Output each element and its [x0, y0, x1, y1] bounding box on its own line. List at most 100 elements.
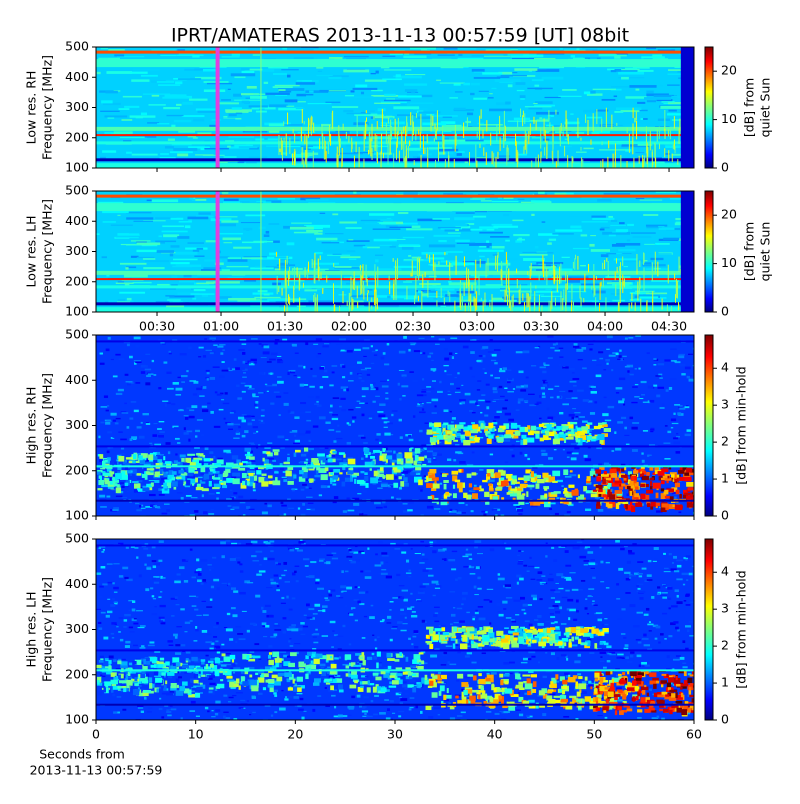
texture: [258, 290, 268, 292]
texture: [148, 645, 155, 646]
burst: [506, 274, 507, 296]
burst: [512, 479, 517, 484]
texture: [414, 350, 420, 352]
texture: [537, 615, 541, 618]
texture: [289, 638, 291, 639]
burst: [497, 152, 498, 159]
texture: [105, 391, 108, 393]
texture: [126, 212, 152, 213]
texture: [404, 83, 427, 85]
burst: [602, 474, 609, 477]
texture: [177, 236, 189, 239]
burst: [273, 480, 281, 485]
texture: [686, 579, 688, 580]
texture: [527, 88, 552, 89]
texture: [384, 433, 390, 436]
burst: [677, 159, 678, 165]
burst: [469, 152, 470, 166]
texture: [516, 386, 521, 389]
texture: [242, 257, 262, 259]
texture: [653, 385, 657, 387]
burst: [655, 252, 656, 274]
burst: [581, 147, 582, 151]
texture: [421, 514, 424, 515]
burst: [488, 423, 493, 429]
burst: [395, 119, 396, 138]
texture: [217, 458, 222, 459]
texture: [281, 69, 298, 70]
texture: [199, 395, 204, 397]
burst: [510, 301, 511, 311]
texture: [387, 422, 393, 424]
texture: [219, 344, 225, 345]
burst: [507, 260, 508, 268]
texture: [606, 289, 621, 291]
texture: [203, 69, 216, 72]
burst: [657, 262, 658, 277]
texture: [393, 106, 419, 109]
texture: [496, 603, 500, 606]
texture: [448, 391, 451, 392]
texture: [379, 403, 385, 406]
burst: [314, 268, 315, 284]
texture: [402, 475, 405, 477]
texture: [679, 407, 685, 409]
texture: [347, 422, 350, 424]
burst: [524, 475, 530, 481]
texture: [377, 222, 395, 224]
texture: [541, 152, 562, 155]
texture: [518, 49, 539, 51]
texture: [277, 381, 284, 384]
burst: [282, 140, 283, 160]
burst: [539, 295, 540, 308]
texture: [188, 347, 192, 350]
texture: [693, 348, 697, 350]
texture: [99, 495, 105, 498]
texture: [564, 672, 570, 675]
burst: [620, 262, 621, 274]
texture: [113, 507, 119, 509]
burst: [266, 451, 271, 454]
texture: [490, 375, 493, 377]
burst: [322, 288, 323, 294]
texture: [274, 629, 281, 630]
texture: [619, 350, 621, 352]
texture: [207, 372, 210, 374]
texture: [343, 110, 353, 112]
burst: [316, 470, 319, 474]
texture: [589, 348, 592, 350]
texture: [457, 243, 475, 244]
burst: [639, 260, 640, 267]
texture: [162, 513, 168, 515]
texture: [201, 434, 204, 436]
texture: [492, 201, 519, 202]
texture: [488, 97, 494, 99]
texture: [664, 638, 667, 640]
texture: [288, 640, 290, 642]
texture: [387, 379, 389, 381]
texture: [106, 410, 109, 412]
texture: [474, 540, 481, 543]
texture: [570, 381, 577, 383]
texture: [306, 199, 329, 201]
texture: [369, 213, 394, 216]
texture: [303, 94, 313, 96]
texture: [500, 290, 505, 291]
burst: [278, 135, 279, 155]
burst: [282, 288, 283, 296]
texture: [292, 344, 297, 347]
texture: [536, 112, 559, 115]
burst: [492, 151, 493, 164]
texture: [499, 614, 504, 617]
burst: [661, 503, 668, 507]
burst: [437, 439, 439, 444]
burst: [664, 110, 665, 128]
texture: [308, 396, 314, 398]
burst: [586, 490, 592, 493]
texture: [241, 383, 246, 384]
texture: [136, 610, 143, 611]
texture: [458, 502, 464, 504]
burst: [399, 151, 400, 163]
texture: [573, 346, 579, 348]
burst: [313, 295, 314, 302]
